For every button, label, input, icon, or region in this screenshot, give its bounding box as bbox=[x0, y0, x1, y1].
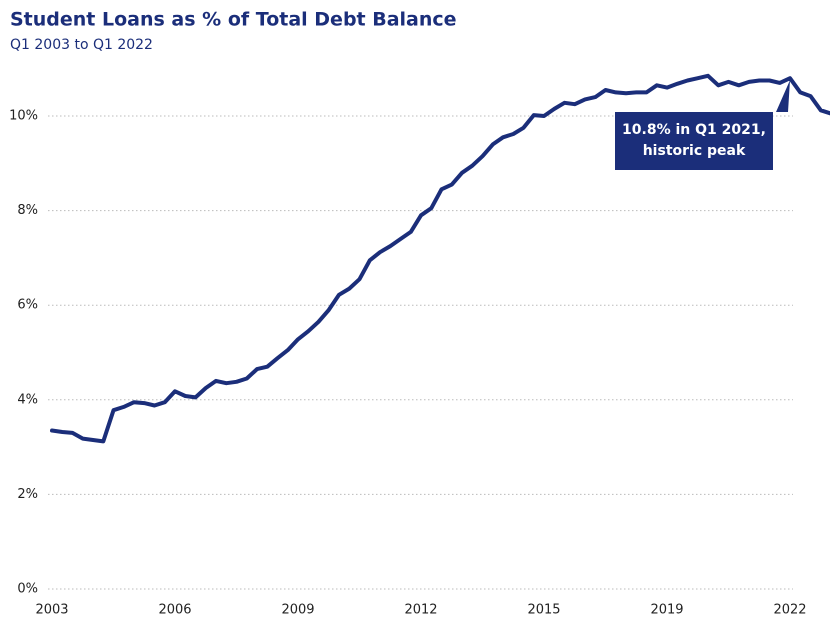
x-tick-label: 2019 bbox=[650, 603, 683, 618]
x-tick-label: 2006 bbox=[158, 603, 191, 618]
chart-subtitle: Q1 2003 to Q1 2022 bbox=[10, 37, 153, 53]
annotation-text: historic peak bbox=[643, 143, 746, 159]
y-tick-label: 0% bbox=[17, 582, 38, 597]
chart-title: Student Loans as % of Total Debt Balance bbox=[10, 9, 457, 31]
data-line bbox=[50, 73, 830, 444]
x-tick-label: 2009 bbox=[281, 603, 314, 618]
y-tick-label: 8% bbox=[17, 203, 38, 218]
x-tick-label: 2022 bbox=[773, 603, 806, 618]
x-tick-label: 2003 bbox=[35, 603, 68, 618]
x-tick-label: 2012 bbox=[404, 603, 437, 618]
x-tick-label: 2015 bbox=[527, 603, 560, 618]
annotation-box bbox=[615, 80, 790, 170]
y-tick-label: 4% bbox=[17, 392, 38, 407]
y-tick-label: 2% bbox=[17, 487, 38, 502]
annotation-text: 10.8% in Q1 2021, bbox=[622, 122, 766, 138]
y-tick-label: 6% bbox=[17, 298, 38, 313]
y-tick-label: 10% bbox=[9, 109, 38, 124]
